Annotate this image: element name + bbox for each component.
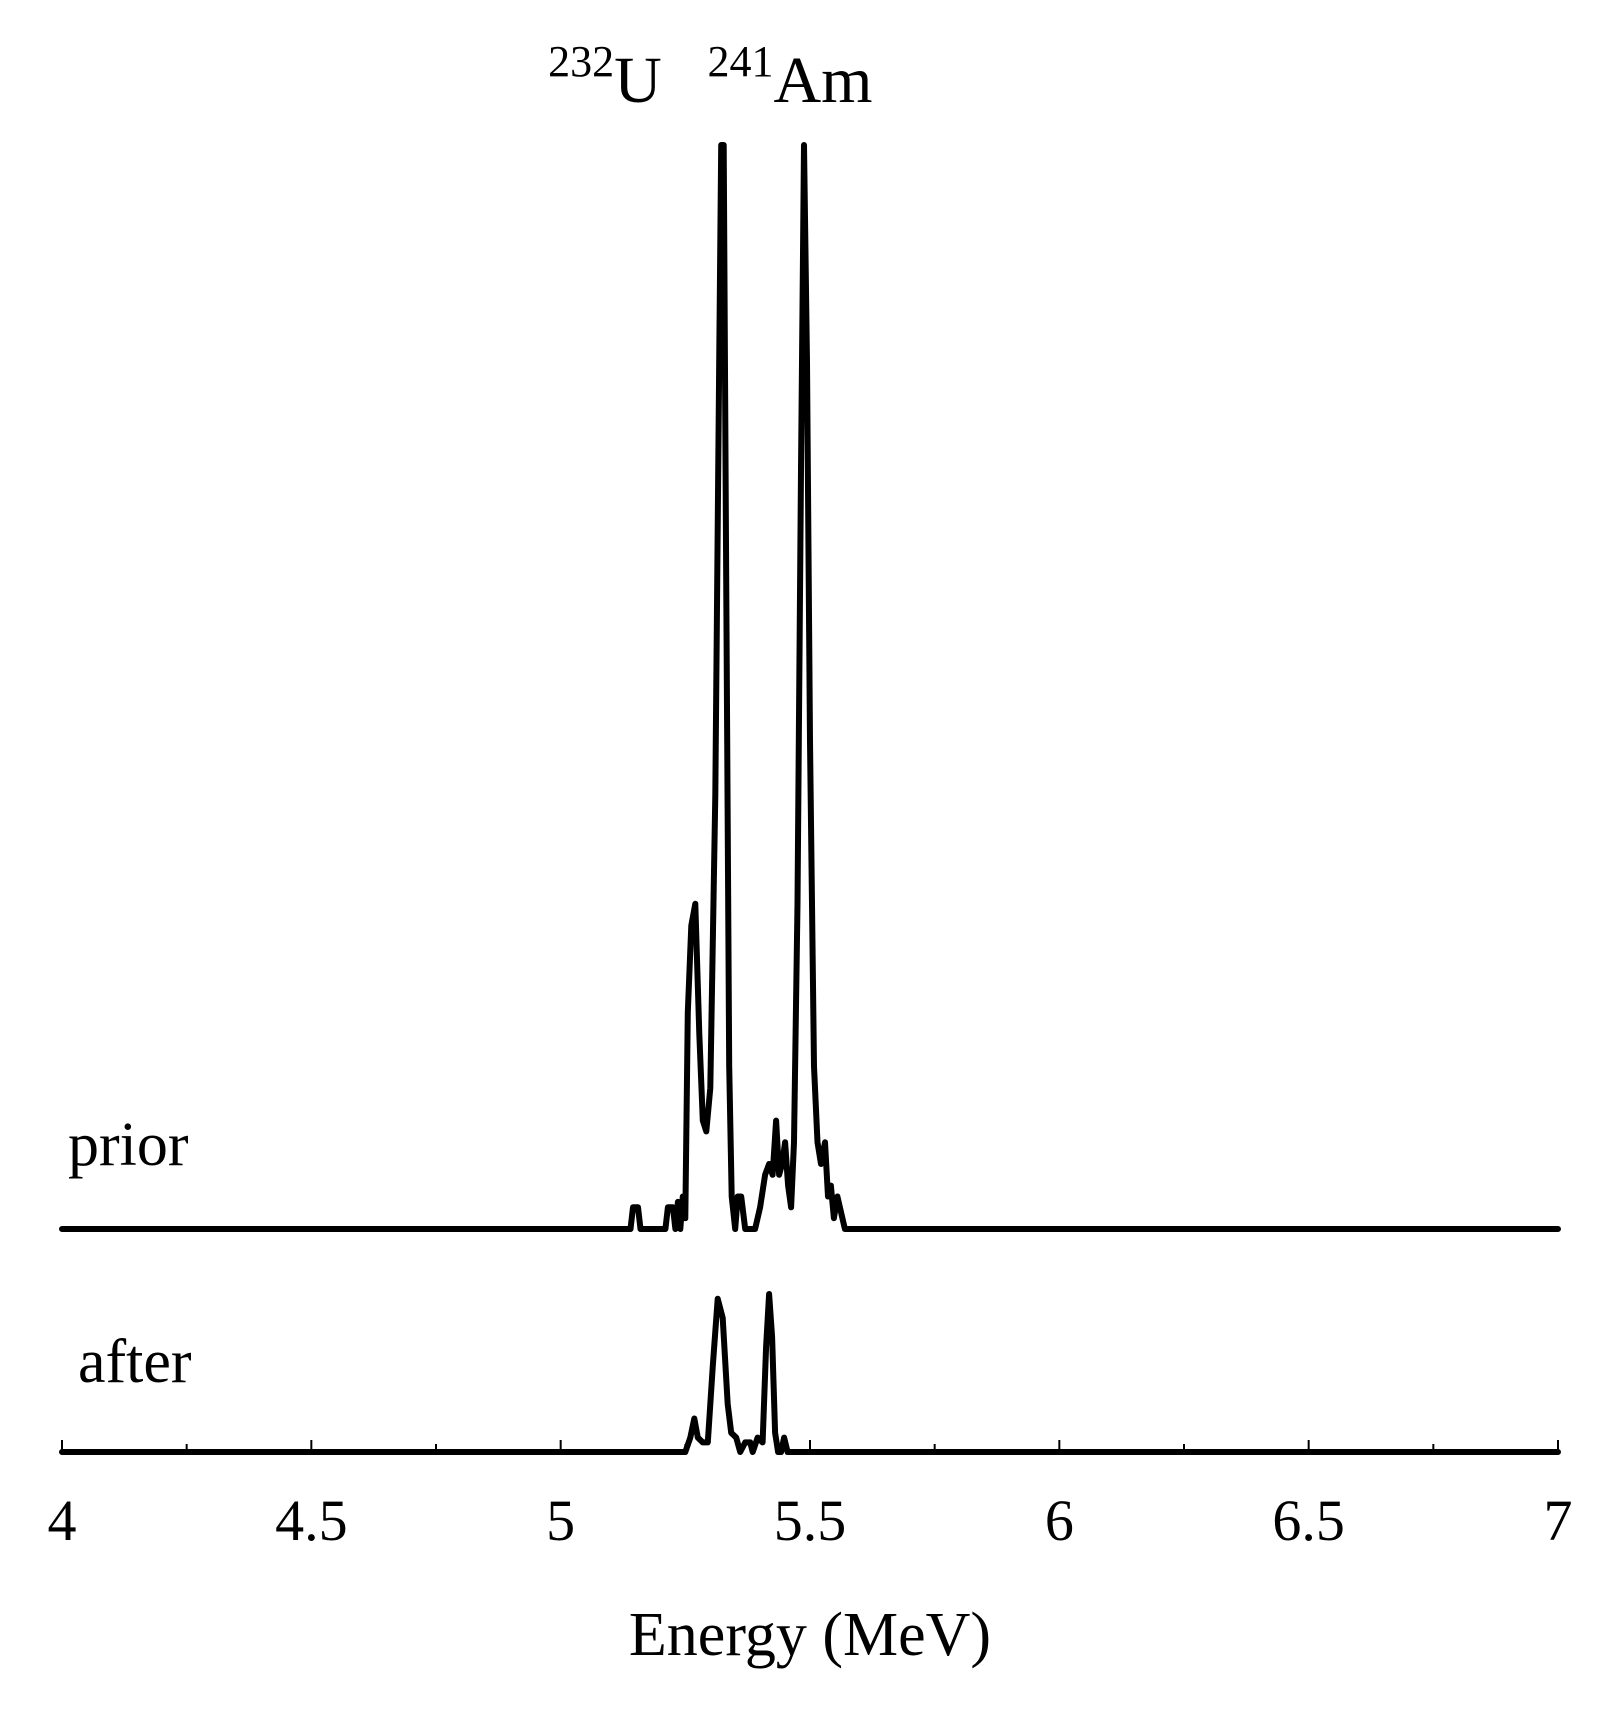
peak-label-u: 232U — [548, 37, 662, 117]
x-tick-label: 5.5 — [774, 1488, 847, 1553]
x-axis-title: Energy (MeV) — [629, 1601, 991, 1669]
series-line-prior — [59, 142, 1561, 1232]
series-label-after: after — [78, 1328, 192, 1396]
series-label-prior: prior — [68, 1111, 189, 1179]
x-tick-label: 6.5 — [1272, 1488, 1345, 1553]
peak-label-mass: 232 — [548, 37, 614, 86]
x-tick-label: 7 — [1544, 1488, 1573, 1553]
x-tick-label: 6 — [1045, 1488, 1074, 1553]
x-axis: 4 4.5 5 5.5 6 6.5 7 Energy (MeV) — [48, 1440, 1573, 1669]
peak-label-element: U — [614, 44, 662, 117]
peak-labels: 232U 241Am — [548, 37, 872, 117]
peak-label-element: Am — [774, 44, 873, 117]
peak-label-am: 241Am — [708, 37, 873, 117]
series-group: prior after — [59, 142, 1561, 1455]
x-tick-label: 4 — [48, 1488, 77, 1553]
peak-label-mass: 241 — [708, 37, 774, 86]
x-tick-label: 4.5 — [275, 1488, 348, 1553]
series-line-after — [59, 1291, 1561, 1455]
x-tick-label: 5 — [546, 1488, 575, 1553]
